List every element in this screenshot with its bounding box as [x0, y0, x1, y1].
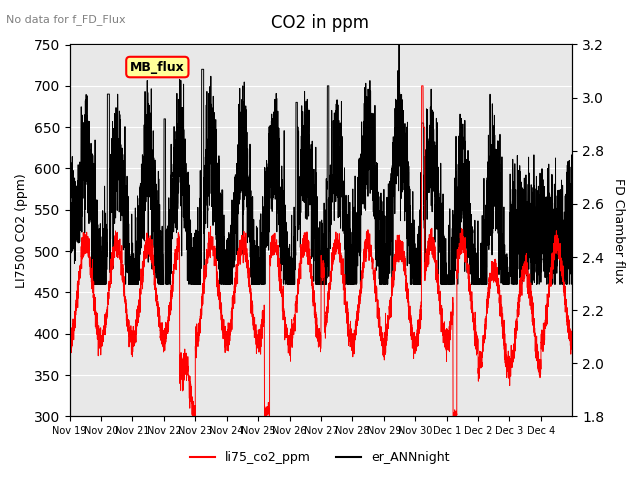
Y-axis label: LI7500 CO2 (ppm): LI7500 CO2 (ppm) — [15, 173, 28, 288]
Text: No data for f_FD_Flux: No data for f_FD_Flux — [6, 14, 126, 25]
Text: MB_flux: MB_flux — [130, 60, 185, 73]
Legend: li75_co2_ppm, er_ANNnight: li75_co2_ppm, er_ANNnight — [186, 446, 454, 469]
Y-axis label: FD Chamber flux: FD Chamber flux — [612, 178, 625, 283]
Text: CO2 in ppm: CO2 in ppm — [271, 14, 369, 33]
